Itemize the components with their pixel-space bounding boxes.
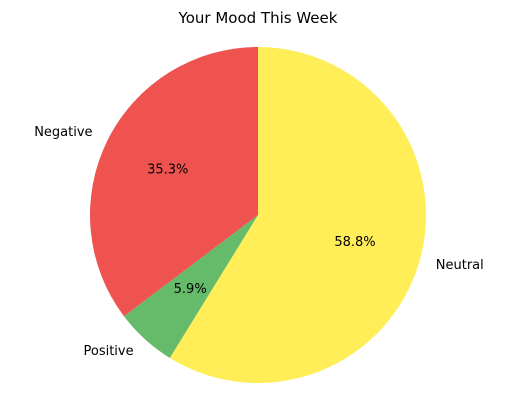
slice-percent-neutral: 58.8%	[334, 235, 375, 250]
slice-percent-negative: 35.3%	[147, 163, 188, 178]
pie-slice-positive	[123, 215, 258, 358]
pie-slice-neutral	[169, 47, 426, 383]
slice-percent-positive: 5.9%	[174, 282, 207, 297]
slice-label-negative: Negative	[34, 125, 92, 140]
slice-label-neutral: Neutral	[436, 258, 484, 273]
pie-slices	[90, 47, 426, 383]
slice-label-positive: Positive	[84, 344, 134, 359]
chart-title: Your Mood This Week	[178, 9, 338, 27]
pie-labels: Neutral 58.8% Positive 5.9% Negative 35.3%	[34, 125, 484, 359]
pie-slice-negative	[90, 47, 259, 317]
